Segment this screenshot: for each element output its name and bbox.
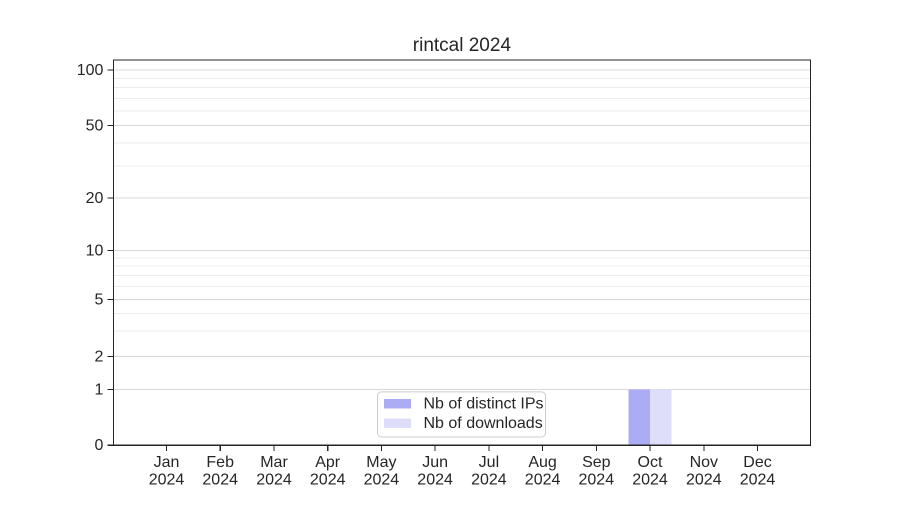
svg-text:Jul: Jul <box>479 454 499 471</box>
svg-text:Dec: Dec <box>743 454 771 471</box>
svg-text:May: May <box>366 454 396 471</box>
svg-text:Nov: Nov <box>690 454 718 471</box>
svg-text:Feb: Feb <box>206 454 234 471</box>
svg-text:2024: 2024 <box>686 472 722 489</box>
svg-text:Sep: Sep <box>582 454 611 471</box>
svg-text:2024: 2024 <box>525 472 561 489</box>
svg-text:5: 5 <box>94 291 103 308</box>
svg-text:rintcal 2024: rintcal 2024 <box>413 35 512 56</box>
svg-text:2024: 2024 <box>364 472 400 489</box>
svg-text:2024: 2024 <box>310 472 346 489</box>
svg-text:Oct: Oct <box>638 454 663 471</box>
svg-text:Apr: Apr <box>315 454 341 471</box>
svg-text:1: 1 <box>94 382 103 399</box>
svg-text:2024: 2024 <box>740 472 776 489</box>
svg-text:100: 100 <box>77 62 104 79</box>
svg-text:50: 50 <box>86 117 104 134</box>
svg-text:2024: 2024 <box>256 472 292 489</box>
svg-text:Jun: Jun <box>422 454 448 471</box>
svg-text:Mar: Mar <box>260 454 288 471</box>
svg-text:Jan: Jan <box>154 454 180 471</box>
svg-text:10: 10 <box>86 242 104 259</box>
svg-text:Nb of distinct IPs: Nb of distinct IPs <box>424 396 544 413</box>
svg-text:2024: 2024 <box>202 472 238 489</box>
svg-text:2: 2 <box>94 348 103 365</box>
svg-text:Nb of downloads: Nb of downloads <box>424 415 543 432</box>
svg-text:20: 20 <box>86 190 104 207</box>
svg-text:2024: 2024 <box>579 472 615 489</box>
svg-text:Aug: Aug <box>528 454 556 471</box>
svg-text:2024: 2024 <box>417 472 453 489</box>
svg-text:2024: 2024 <box>632 472 668 489</box>
svg-text:2024: 2024 <box>471 472 507 489</box>
svg-text:2024: 2024 <box>149 472 185 489</box>
svg-text:0: 0 <box>94 437 103 454</box>
